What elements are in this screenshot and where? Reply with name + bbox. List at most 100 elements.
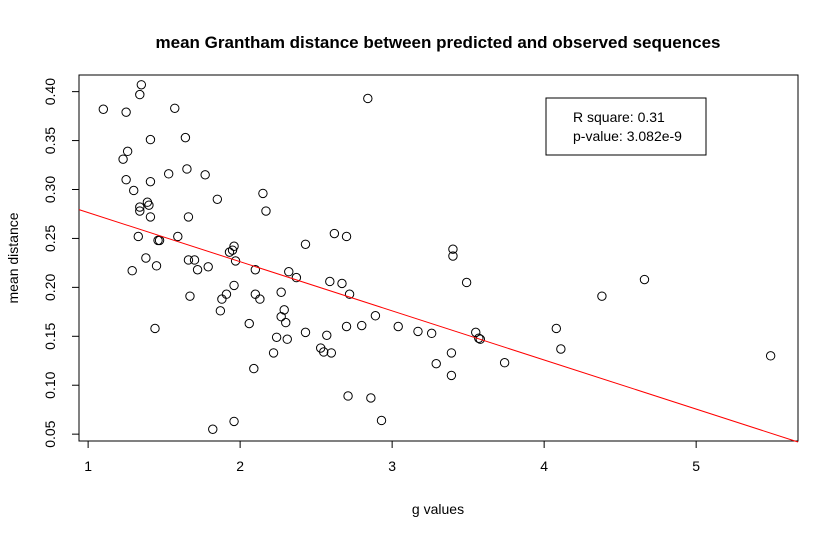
x-tick-label: 5 <box>692 458 700 474</box>
data-point <box>182 164 192 174</box>
data-point <box>229 280 239 291</box>
data-point <box>183 212 194 222</box>
data-point <box>268 348 279 358</box>
data-point <box>276 287 286 297</box>
data-point <box>291 272 302 283</box>
data-point <box>229 416 239 427</box>
y-axis-label: mean distance <box>5 212 21 303</box>
data-point <box>319 347 329 357</box>
data-point <box>133 231 143 242</box>
data-point <box>255 294 265 304</box>
legend-p-value: p-value: 3.082e-9 <box>573 128 682 144</box>
data-point <box>145 176 156 187</box>
data-point <box>180 132 191 143</box>
data-point <box>413 326 423 337</box>
data-point <box>474 333 484 343</box>
data-point <box>150 323 160 334</box>
data-point <box>229 241 239 251</box>
data-point <box>337 278 347 289</box>
data-point <box>212 194 223 204</box>
data-point <box>341 231 352 242</box>
y-tick-label: 0.15 <box>42 322 58 349</box>
data-point <box>393 321 403 332</box>
data-point <box>370 311 381 321</box>
x-axis-label: g values <box>412 501 464 517</box>
data-points <box>98 80 776 434</box>
x-axis: 1 2 3 4 5 <box>84 440 700 474</box>
data-point <box>250 289 261 299</box>
data-point <box>300 327 311 338</box>
data-point <box>426 328 437 339</box>
data-point <box>192 265 203 275</box>
data-point <box>250 265 261 275</box>
data-point <box>765 351 776 361</box>
data-point <box>230 256 241 266</box>
data-point <box>200 170 210 180</box>
data-point <box>217 294 227 304</box>
data-point <box>145 212 156 222</box>
chart-title: mean Grantham distance between predicted… <box>156 33 721 52</box>
data-point <box>284 267 294 277</box>
data-point <box>221 289 232 299</box>
data-point <box>597 291 607 301</box>
data-point <box>357 320 367 331</box>
data-point <box>363 93 373 104</box>
data-point <box>376 415 387 426</box>
data-point <box>343 391 353 401</box>
data-point <box>448 251 458 261</box>
data-point <box>271 332 282 342</box>
data-point <box>471 327 481 338</box>
x-tick-label: 4 <box>540 458 548 474</box>
data-point <box>282 334 292 344</box>
y-tick-label: 0.30 <box>42 176 58 203</box>
data-point <box>127 266 137 276</box>
data-point <box>135 89 145 100</box>
data-point <box>344 289 355 299</box>
y-tick-label: 0.40 <box>42 78 58 105</box>
data-point <box>144 200 154 210</box>
data-point <box>135 206 145 216</box>
data-point <box>341 321 352 332</box>
data-point <box>118 154 128 164</box>
data-point <box>135 202 145 212</box>
data-point <box>98 104 109 114</box>
data-point <box>249 363 259 374</box>
data-point <box>639 274 650 285</box>
y-tick-label: 0.35 <box>42 127 58 154</box>
data-point <box>261 206 271 216</box>
y-axis: 0.05 0.10 0.15 0.20 0.25 0.30 0.35 0.40 <box>42 78 80 448</box>
y-tick-label: 0.20 <box>42 274 58 301</box>
data-point <box>329 228 340 239</box>
data-point <box>475 334 486 344</box>
y-tick-label: 0.25 <box>42 225 58 252</box>
regression-line <box>78 209 799 443</box>
data-point <box>185 291 195 301</box>
data-point <box>326 348 337 358</box>
data-point <box>129 185 139 196</box>
legend: R square: 0.31 p-value: 3.082e-9 <box>545 97 707 156</box>
data-point <box>208 424 218 434</box>
data-point <box>121 175 131 185</box>
legend-box <box>545 97 707 156</box>
data-point <box>151 261 162 271</box>
data-point <box>325 276 335 287</box>
data-point <box>163 169 174 179</box>
data-point <box>224 247 235 257</box>
data-point <box>141 253 151 263</box>
data-point <box>448 244 458 254</box>
data-point <box>244 318 254 329</box>
y-tick-label: 0.10 <box>42 371 58 398</box>
data-point <box>551 323 562 334</box>
data-point <box>227 245 238 255</box>
legend-r-square: R square: 0.31 <box>573 109 665 125</box>
x-tick-label: 1 <box>84 458 92 474</box>
data-point <box>122 146 133 157</box>
data-point <box>215 306 226 316</box>
data-point <box>145 134 156 145</box>
data-point <box>300 239 311 249</box>
data-point <box>173 231 183 242</box>
x-tick-label: 2 <box>236 458 244 474</box>
data-point <box>322 330 332 341</box>
data-point <box>431 358 441 369</box>
